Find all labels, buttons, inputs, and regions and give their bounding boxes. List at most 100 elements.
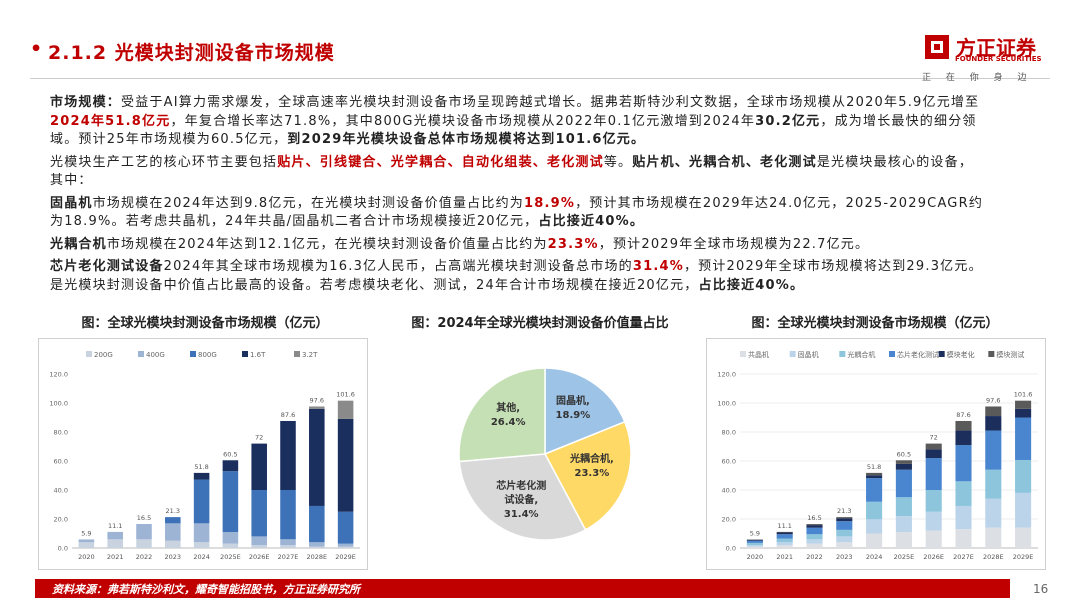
bar-segment (985, 430, 1002, 470)
bar-segment (776, 542, 793, 546)
bar-segment (337, 543, 354, 547)
header-rule (30, 78, 1050, 79)
legend-swatch (889, 351, 895, 357)
bar-segment (985, 406, 1002, 417)
legend-label: 800G (198, 351, 217, 359)
total-label: 5.9 (81, 529, 91, 537)
legend-label: 模块测试 (996, 350, 1024, 359)
total-label: 60.5 (223, 450, 237, 458)
bar-segment (836, 536, 853, 543)
bar-segment (866, 478, 883, 502)
total-label: 11.1 (777, 522, 791, 530)
legend-label: 模块老化 (947, 350, 975, 359)
bar-segment (895, 469, 912, 498)
paragraph: 光模块生产工艺的核心环节主要包括贴片、引线键合、光学耦合、自动化组装、老化测试等… (50, 154, 985, 191)
bar-segment (309, 546, 325, 548)
bar-segment (776, 532, 793, 535)
bar-segment (1015, 417, 1032, 460)
text-run: 30.2亿元 (755, 113, 821, 129)
total-label: 21.3 (166, 507, 180, 515)
legend-swatch (988, 351, 995, 357)
bar-segment (925, 511, 942, 531)
total-label: 51.8 (194, 463, 208, 471)
legend-label: 3.2T (302, 351, 318, 359)
bar-segment (251, 536, 267, 546)
bar-segment (806, 539, 823, 544)
legend-label: 固晶机 (798, 350, 819, 359)
chart: 200G 400G 800G 1.6T 3.2T 0.0 20.0 40.0 60.0 80.0 1… (38, 338, 368, 570)
bar-segment (222, 460, 239, 472)
paragraph: 芯片老化测试设备2024年其全球市场规模为16.3亿人民币，占高端光模块封测设备… (50, 258, 985, 295)
bar-segment (1015, 400, 1032, 409)
total-label: 60.5 (897, 450, 911, 458)
y-tick-label: 80.0 (54, 429, 68, 437)
footer-bar (35, 579, 1010, 598)
paragraph: 固晶机市场规模在2024年达到9.8亿元，在光模块封测设备价值量占比约为18.9… (50, 195, 985, 232)
legend-swatch (138, 351, 144, 357)
total-label: 87.6 (281, 411, 295, 419)
total-label: 11.1 (108, 522, 122, 530)
bar-segment (1015, 459, 1032, 493)
bar-segment (866, 501, 883, 520)
y-tick-label: 20.0 (54, 516, 68, 524)
legend-swatch (86, 351, 92, 357)
chart-frame (38, 338, 368, 570)
y-tick-label: 100.0 (717, 400, 736, 408)
slice-value: 18.9% (555, 409, 591, 421)
bar-segment (280, 545, 296, 548)
y-tick-label: 120.0 (49, 371, 68, 379)
bar-segment (925, 490, 942, 512)
bar-segment (222, 471, 239, 533)
text-run: 23.3% (547, 236, 599, 252)
y-tick-label: 0.0 (726, 545, 736, 553)
y-tick-label: 0.0 (58, 545, 68, 553)
bar-segment (806, 525, 823, 528)
bar-segment (337, 400, 354, 419)
slice-value: 23.3% (574, 468, 610, 480)
bar-segment (251, 545, 267, 548)
bar-segment (746, 539, 763, 541)
bar-segment (337, 511, 354, 544)
total-label: 72 (930, 434, 938, 442)
legend-swatch (789, 351, 796, 357)
bar-segment (1015, 408, 1032, 418)
x-tick-label: 2028E (983, 553, 1004, 561)
legend-swatch (190, 351, 196, 357)
x-tick-label: 2028E (306, 553, 327, 561)
bar-segment (337, 546, 354, 548)
y-tick-label: 100.0 (49, 400, 68, 408)
text-run: 固晶机 (50, 195, 93, 211)
bar-segment (222, 543, 239, 548)
pie-slice (458, 367, 546, 463)
x-tick-label: 2023 (165, 553, 182, 561)
bar-segment (895, 532, 912, 548)
bar-segment (866, 475, 883, 479)
page-number: 16 (1033, 582, 1049, 596)
total-label: 97.6 (310, 396, 324, 404)
bar-segment (107, 539, 123, 548)
bar-segment (1015, 492, 1032, 528)
bar-segment (955, 445, 972, 482)
bar-segment (165, 523, 181, 541)
bar-segment (925, 458, 942, 490)
x-tick-label: 2026E (923, 553, 944, 561)
y-tick-label: 60.0 (54, 458, 68, 466)
x-tick-label: 2022 (806, 553, 823, 561)
text-run: 光模块生产工艺的核心环节主要包括 (50, 154, 278, 170)
x-tick-label: 2025E (894, 553, 915, 561)
bar-segment (78, 539, 95, 543)
x-tick-label: 2020 (78, 553, 95, 561)
pie-slice (544, 367, 626, 456)
slide-title: 2.1.2 光模块封测设备市场规模 (48, 42, 335, 64)
x-tick-label: 2027E (278, 553, 299, 561)
legend-swatch (294, 351, 300, 357)
bar-segment (165, 517, 181, 524)
text-run: 2024年其全球市场规模为16.3亿人民币，占高端光模块封测设备总市场的 (163, 259, 633, 274)
body-text: 市场规模：受益于AI算力需求爆发，全球高速率光模块封测设备市场呈现跨越式增长。据… (50, 94, 985, 299)
y-tick-label: 120.0 (717, 371, 736, 379)
bar-segment (806, 524, 823, 526)
bar-segment (776, 534, 793, 539)
chart-title: 图：全球光模块封测设备市场规模（亿元） (81, 316, 329, 331)
bar-segment (806, 527, 823, 535)
x-tick-label: 2022 (136, 553, 153, 561)
